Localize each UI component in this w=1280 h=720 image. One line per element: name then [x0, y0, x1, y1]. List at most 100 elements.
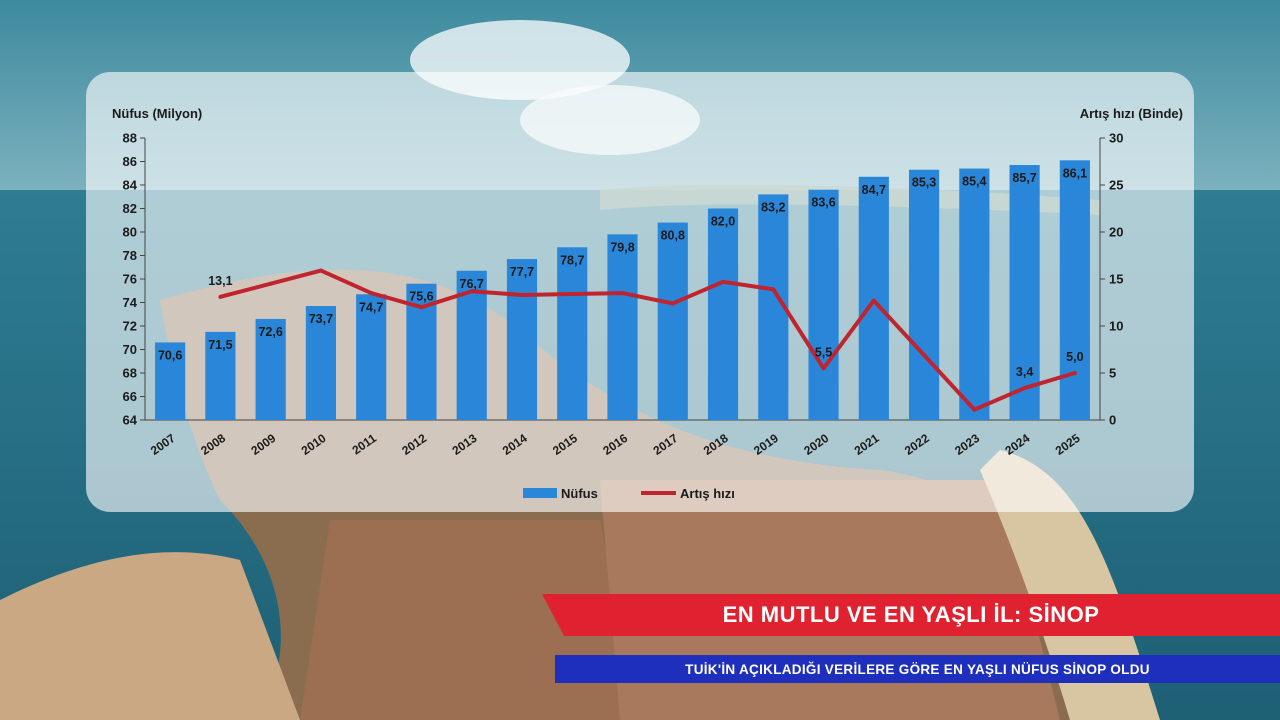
right-tick-label: 15: [1109, 272, 1123, 287]
left-tick-label: 84: [123, 178, 138, 193]
chart-panel: [86, 72, 1194, 512]
right-tick-label: 30: [1109, 131, 1123, 146]
bar-value-label: 72,6: [258, 325, 282, 339]
x-tick-label: 2019: [751, 431, 781, 458]
line-point-2025: [1072, 371, 1077, 375]
left-tick-label: 78: [123, 248, 137, 263]
line-point-2014: [519, 292, 524, 297]
x-tick-label: 2007: [148, 431, 178, 458]
left-tick-label: 76: [123, 272, 137, 287]
left-tick-label: 72: [123, 319, 137, 334]
line-value-label: 13,1: [208, 274, 232, 288]
bar-nufus-2016: [607, 234, 638, 420]
right-axis-title: Artış hızı (Binde): [1080, 106, 1183, 121]
line-point-2009: [268, 281, 273, 286]
bar-value-label: 79,8: [610, 240, 634, 254]
x-tick-label: 2018: [701, 431, 731, 458]
x-tick-label: 2015: [550, 431, 580, 458]
bar-value-label: 77,7: [510, 265, 534, 279]
legend-label-nufus: Nüfus: [561, 486, 598, 501]
legend-swatch-nufus: [523, 488, 557, 498]
left-tick-label: 82: [123, 201, 137, 216]
line-point-2024: [1022, 386, 1027, 391]
line-value-label: 5,0: [1066, 350, 1083, 364]
line-point-2011: [369, 291, 374, 296]
line-series-artis-hizi: 13,1 5,5 3,4 5,0: [208, 268, 1084, 412]
left-tick-label: 88: [123, 131, 137, 146]
x-tick-label: 2023: [952, 431, 982, 458]
x-tick-label: 2014: [500, 431, 530, 458]
left-tick-label: 86: [123, 154, 137, 169]
bar-value-label: 70,6: [158, 348, 182, 362]
left-tick-label: 70: [123, 342, 137, 357]
bar-nufus-2025: [1059, 160, 1090, 420]
bar-value-label: 82,0: [711, 215, 735, 229]
chart-legend: Nüfus Artış hızı: [523, 486, 735, 501]
line-value-label: 3,4: [1016, 365, 1033, 379]
x-tick-label: 2011: [350, 431, 380, 458]
bar-value-label: 71,5: [208, 338, 232, 352]
bar-value-label: 75,6: [409, 290, 433, 304]
right-tick-label: 5: [1109, 366, 1116, 381]
x-tick-label: 2017: [651, 431, 681, 458]
bar-value-label: 85,4: [962, 175, 986, 189]
bar-value-label: 83,6: [811, 196, 835, 210]
line-point-2020: [821, 366, 826, 371]
bar-nufus-2023: [959, 168, 990, 420]
x-tick-label: 2024: [1002, 431, 1032, 458]
bar-nufus-2022: [909, 169, 940, 420]
line-point-2015: [570, 292, 575, 297]
line-point-2021: [871, 298, 876, 303]
bar-value-label: 80,8: [661, 229, 685, 243]
x-tick-label: 2012: [399, 431, 429, 458]
x-axis-ticks: 2007 2008 2009 2010 2011 2012 2013 2014 2015 2016…: [148, 431, 1083, 458]
bar-nufus-2011: [356, 294, 387, 420]
bar-nufus-2021: [858, 176, 889, 420]
bar-nufus-2024: [1009, 165, 1040, 420]
headline-text: EN MUTLU VE EN YAŞLI İL: SİNOP: [722, 602, 1100, 627]
line-point-2017: [670, 301, 675, 306]
x-tick-label: 2025: [1053, 431, 1083, 458]
right-tick-label: 20: [1109, 225, 1123, 240]
bar-value-label: 73,7: [309, 312, 333, 326]
x-tick-label: 2020: [801, 431, 831, 458]
bar-value-label: 83,2: [761, 200, 785, 214]
line-point-2023: [972, 407, 977, 412]
bar-nufus-2018: [707, 208, 739, 420]
line-point-2018: [721, 279, 726, 284]
bar-nufus-2015: [557, 247, 588, 420]
bar-nufus-2010: [305, 306, 336, 420]
left-tick-label: 68: [123, 366, 137, 381]
x-tick-label: 2013: [450, 431, 480, 458]
bar-series-nufus: [155, 160, 1090, 420]
subheadline-banner: TUİK'İN AÇIKLADIĞI VERİLERE GÖRE EN YAŞL…: [555, 655, 1280, 683]
line-point-2008: [218, 294, 223, 299]
bar-nufus-2009: [255, 318, 286, 420]
line-point-2019: [771, 287, 776, 292]
bar-nufus-2020: [808, 189, 839, 420]
bar-value-label: 85,7: [1012, 171, 1036, 185]
bar-value-label: 86,1: [1063, 166, 1087, 180]
right-tick-label: 10: [1109, 319, 1123, 334]
line-artis-hizi: [219, 268, 1076, 412]
left-tick-label: 66: [123, 389, 137, 404]
x-tick-label: 2008: [198, 431, 228, 458]
left-tick-label: 64: [123, 413, 138, 428]
bar-nufus-2014: [506, 259, 538, 420]
bar-labels: 70,6 71,5 72,6 73,7 74,7 75,6 76,7 77,7 78,7 79,8…: [158, 166, 1087, 362]
legend-label-artis-hizi: Artış hızı: [680, 486, 735, 501]
right-tick-label: 25: [1109, 178, 1123, 193]
subheadline-text: TUİK'İN AÇIKLADIĞI VERİLERE GÖRE EN YAŞL…: [685, 661, 1150, 677]
bar-nufus-2008: [205, 331, 236, 420]
x-tick-label: 2021: [852, 431, 882, 458]
x-tick-label: 2009: [248, 431, 278, 458]
x-tick-label: 2010: [299, 431, 329, 458]
left-tick-label: 80: [123, 225, 137, 240]
line-point-2022: [922, 353, 927, 358]
line-point-2016: [620, 291, 625, 296]
bar-value-label: 74,7: [359, 300, 383, 314]
bar-value-label: 85,3: [912, 176, 936, 190]
line-value-label: 5,5: [815, 345, 832, 359]
line-point-2013: [469, 289, 474, 294]
